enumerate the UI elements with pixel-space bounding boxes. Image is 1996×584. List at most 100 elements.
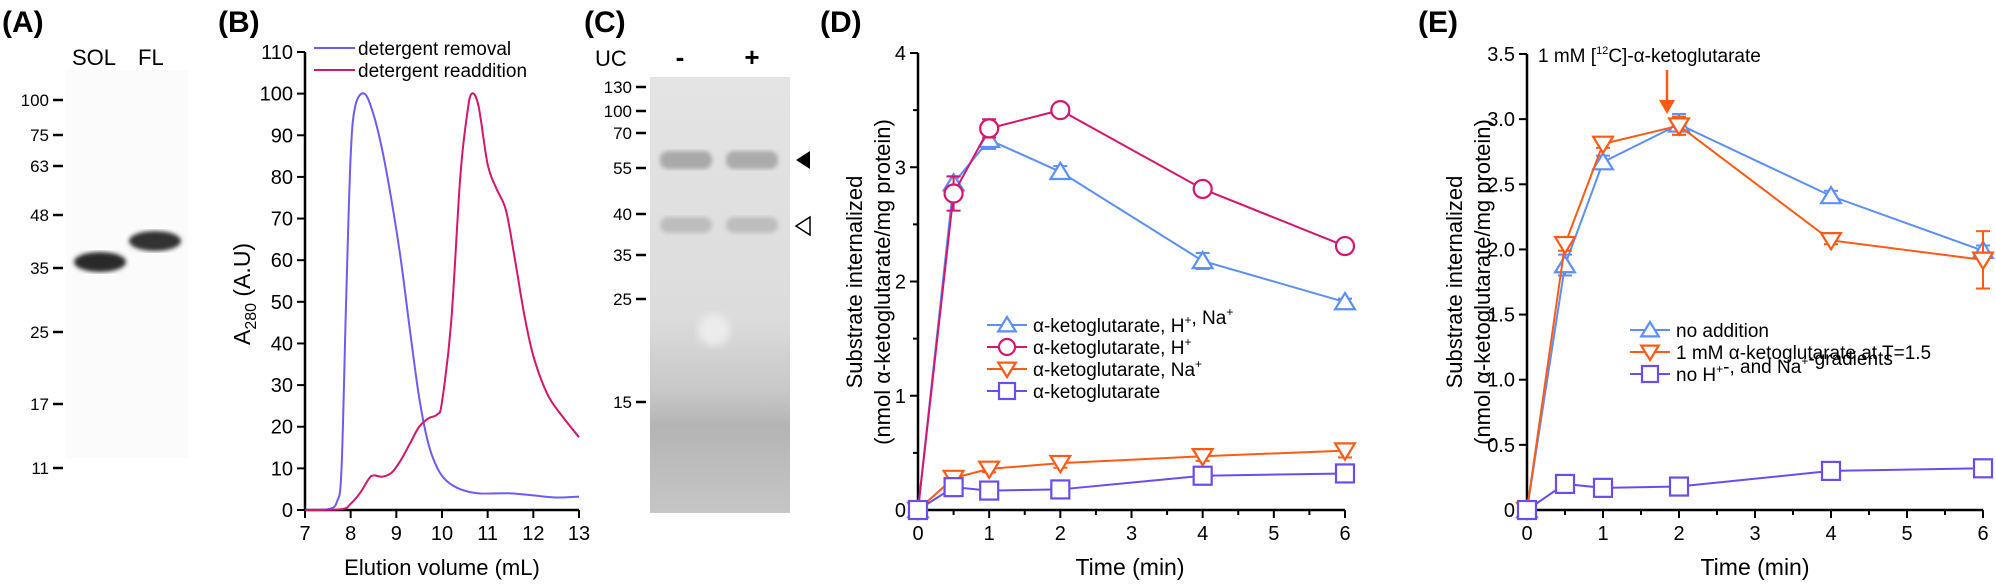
trace-detergent-readdition bbox=[304, 92, 580, 511]
y-tick-label: 60 bbox=[271, 250, 293, 272]
square-marker-icon bbox=[1820, 460, 1842, 482]
triangle-down-marker-icon bbox=[977, 460, 1002, 480]
x-tick-label: 13 bbox=[568, 523, 590, 545]
series-line bbox=[917, 109, 1346, 511]
panel-c: (C) UC - + 130 100 70 55 40 35 25 15 bbox=[584, 6, 811, 513]
y-tick-label: 3.5 bbox=[1487, 44, 1515, 66]
marker-label: 11 bbox=[31, 459, 49, 478]
legend-entry: α-ketoglutarate bbox=[1033, 382, 1160, 403]
triangle-up-marker-icon bbox=[1048, 160, 1073, 181]
series-line bbox=[917, 449, 1346, 511]
chart-b-xlabel: Elution volume (mL) bbox=[344, 555, 540, 580]
band-38-plus bbox=[726, 217, 778, 233]
circle-marker-icon bbox=[1192, 178, 1213, 200]
x-tick-label: 2 bbox=[1673, 523, 1684, 545]
x-tick-label: 6 bbox=[1977, 523, 1988, 545]
y-tick-label: 2.0 bbox=[1487, 239, 1515, 261]
y-tick-label: 0 bbox=[1504, 500, 1515, 522]
marker-label: 25 bbox=[30, 323, 49, 342]
square-marker-icon bbox=[1592, 477, 1614, 498]
marker-label: 70 bbox=[613, 124, 632, 143]
triangle-down-marker-icon bbox=[1048, 454, 1073, 475]
band-55-plus bbox=[726, 151, 778, 169]
circle-marker-icon bbox=[943, 183, 964, 204]
circle-marker-icon bbox=[997, 337, 1017, 357]
circle-marker-icon bbox=[1334, 235, 1356, 257]
y-tick-label: 0.5 bbox=[1487, 435, 1515, 457]
x-tick-label: 3 bbox=[1126, 523, 1137, 545]
y-tick-label: 10 bbox=[271, 458, 293, 480]
y-tick-label: 2 bbox=[895, 272, 906, 294]
legend-entry: α-ketoglutarate, H+ bbox=[1033, 335, 1191, 359]
square-marker-icon bbox=[1668, 476, 1690, 497]
chart-d-series bbox=[906, 100, 1357, 522]
marker-label: 100 bbox=[604, 102, 632, 121]
y-tick-label: 3 bbox=[895, 157, 906, 179]
triangle-up-marker-icon bbox=[1190, 249, 1215, 270]
x-tick-label: 11 bbox=[477, 523, 498, 545]
y-tick-label: 70 bbox=[271, 209, 293, 231]
panel-d: (D) Substrate internalized (nmol α-ketog… bbox=[820, 6, 1357, 580]
coomassie-gel-c bbox=[650, 77, 790, 513]
marker-label: 17 bbox=[30, 395, 49, 414]
lane-minus: - bbox=[676, 42, 685, 72]
band-sol bbox=[74, 252, 126, 272]
chart-e-series bbox=[1515, 112, 1995, 522]
y-tick-label: 3.0 bbox=[1487, 109, 1515, 131]
square-marker-icon bbox=[1192, 465, 1213, 486]
marker-ladder-c: 130 100 70 55 40 35 25 15 bbox=[604, 78, 646, 412]
square-marker-icon bbox=[1640, 364, 1660, 384]
chart-d-xlabel: Time (min) bbox=[1075, 554, 1184, 580]
y-tick-label: 80 bbox=[271, 167, 293, 189]
chart-e-annotation: 1 mM [12C]-α-ketoglutarate bbox=[1538, 45, 1761, 67]
x-tick-label: 0 bbox=[912, 523, 923, 545]
filled-arrowhead-icon bbox=[796, 151, 810, 169]
triangle-up-marker-icon bbox=[1819, 184, 1843, 205]
chart-e-xlabel: Time (min) bbox=[1700, 554, 1809, 580]
x-tick-label: 8 bbox=[345, 523, 356, 545]
series-line bbox=[1526, 123, 1984, 511]
x-tick-label: 5 bbox=[1901, 523, 1912, 545]
square-marker-icon bbox=[1516, 499, 1538, 521]
circle-marker-icon bbox=[979, 118, 1000, 139]
band-fl bbox=[129, 231, 181, 251]
square-marker-icon bbox=[943, 477, 964, 498]
legend-entry: α-ketoglutarate, Na+ bbox=[1033, 357, 1202, 381]
square-marker-icon bbox=[1334, 463, 1356, 484]
square-marker-icon bbox=[907, 499, 929, 521]
marker-label: 100 bbox=[21, 91, 49, 110]
x-tick-label: 9 bbox=[391, 523, 402, 545]
open-arrowhead-icon bbox=[794, 215, 811, 237]
square-marker-icon bbox=[1972, 458, 1994, 479]
marker-label: 130 bbox=[604, 78, 632, 97]
marker-label: 35 bbox=[613, 246, 632, 265]
x-tick-label: 1 bbox=[1597, 523, 1608, 545]
x-tick-label: 1 bbox=[984, 523, 995, 545]
lane-label-sol: SOL bbox=[72, 45, 116, 70]
series-line bbox=[1526, 124, 1984, 511]
chart-d-legend: α-ketoglutarate, H+, Na+α-ketoglutarate,… bbox=[987, 305, 1233, 403]
x-tick-label: 10 bbox=[431, 523, 453, 545]
chart-b-ylabel: A280 (A.U) bbox=[229, 243, 260, 345]
marker-label: 25 bbox=[613, 290, 632, 309]
chart-d-ylabel-2: (nmol α-ketoglutarate/mg protein) bbox=[870, 119, 895, 445]
y-tick-label: 2.5 bbox=[1487, 174, 1515, 196]
marker-ladder-a: 100 75 63 48 35 25 17 11 bbox=[21, 91, 63, 478]
square-marker-icon bbox=[1554, 473, 1576, 495]
marker-label: 63 bbox=[30, 157, 49, 176]
marker-label: 15 bbox=[613, 393, 632, 412]
chart-e-ylabel-1: Substrate internalized bbox=[1442, 176, 1467, 389]
triangle-down-marker-icon bbox=[1819, 232, 1843, 252]
marker-label: 48 bbox=[30, 206, 49, 225]
y-tick-label: 20 bbox=[271, 417, 293, 439]
chart-b-axes: 7 8 9 10 11 12 13 0 10 20 30 40 50 60 70 80 90 100 110 bbox=[260, 42, 591, 545]
gel-artifact bbox=[698, 314, 730, 346]
y-tick-label: 50 bbox=[271, 292, 293, 314]
y-tick-label: 1 bbox=[895, 386, 906, 408]
x-tick-label: 4 bbox=[1197, 523, 1208, 545]
legend-detergent-readdition: detergent readdition bbox=[358, 61, 527, 82]
lane-plus: + bbox=[744, 42, 759, 72]
triangle-down-marker-icon bbox=[1667, 117, 1691, 137]
triangle-down-marker-icon bbox=[1639, 344, 1661, 363]
